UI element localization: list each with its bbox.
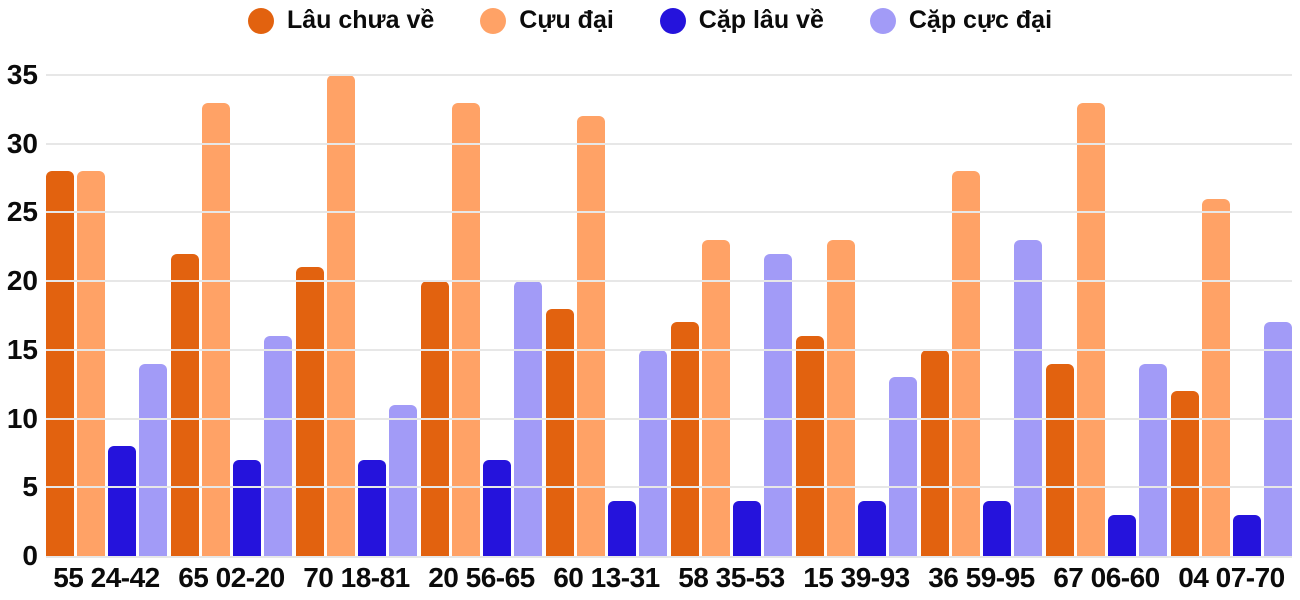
x-tick-label: 55 24-42 (53, 562, 160, 593)
x-tick-label: 36 59-95 (928, 562, 1035, 593)
bar-group (1171, 75, 1292, 556)
bar[interactable] (983, 501, 1011, 556)
chart-legend: Lâu chưa về Cựu đại Cặp lâu về Cặp cực đại (0, 6, 1300, 35)
legend-label: Cựu đại (519, 6, 614, 34)
bar-group (421, 75, 542, 556)
legend-dot-icon (247, 7, 274, 34)
bar[interactable] (296, 267, 324, 556)
bar[interactable] (827, 239, 855, 556)
bar[interactable] (608, 501, 636, 556)
y-tick-label: 10 (6, 402, 38, 434)
bar[interactable] (1077, 102, 1105, 556)
bar[interactable] (577, 116, 605, 556)
legend-label: Cặp lâu về (698, 6, 824, 34)
bar[interactable] (389, 404, 417, 556)
gridline (46, 417, 1292, 420)
bar-group (796, 75, 917, 556)
y-tick-label: 25 (6, 196, 38, 228)
legend-dot-icon (869, 7, 896, 34)
bar[interactable] (639, 349, 667, 556)
x-tick-label: 15 39-93 (803, 562, 910, 593)
bar[interactable] (108, 446, 136, 556)
bar[interactable] (1014, 239, 1042, 556)
y-tick-label: 30 (6, 127, 38, 159)
x-tick-label: 65 02-20 (178, 562, 285, 593)
bar[interactable] (796, 336, 824, 556)
bar[interactable] (171, 253, 199, 556)
gridline (46, 348, 1292, 351)
x-axis: 55 24-42 65 02-20 70 18-81 20 56-65 60 13-31… (46, 562, 1292, 594)
gridline (46, 280, 1292, 283)
bar[interactable] (764, 253, 792, 556)
bar-group (546, 75, 667, 556)
bar[interactable] (1233, 514, 1261, 556)
bar[interactable] (952, 171, 980, 556)
bar-group (46, 75, 167, 556)
bar-group (921, 75, 1042, 556)
bar[interactable] (327, 75, 355, 556)
bar-group (296, 75, 417, 556)
y-axis: 0 5 10 15 20 25 30 35 (0, 61, 38, 570)
bar[interactable] (452, 102, 480, 556)
y-tick-label: 15 (6, 333, 38, 365)
legend-label: Lâu chưa về (286, 6, 435, 34)
legend-item-2[interactable]: Cựu đại (480, 6, 614, 35)
bar[interactable] (889, 377, 917, 556)
x-tick-label: 70 18-81 (303, 562, 410, 593)
y-tick-label: 20 (6, 265, 38, 297)
legend-dot-icon (659, 7, 686, 34)
gridline (46, 211, 1292, 214)
gridline (46, 556, 1292, 558)
bar[interactable] (358, 459, 386, 556)
bar[interactable] (1046, 363, 1074, 556)
bar-groups (46, 75, 1292, 556)
bar[interactable] (1139, 363, 1167, 556)
x-tick-label: 20 56-65 (428, 562, 535, 593)
bar[interactable] (77, 171, 105, 556)
x-tick-label: 67 06-60 (1053, 562, 1160, 593)
legend-label: Cặp cực đại (908, 6, 1053, 34)
bar[interactable] (202, 102, 230, 556)
bar-group (171, 75, 292, 556)
x-tick-label: 60 13-31 (553, 562, 660, 593)
bar-group (671, 75, 792, 556)
gridline (46, 74, 1292, 76)
legend-item-1[interactable]: Lâu chưa về (247, 6, 435, 35)
legend-dot-icon (480, 7, 507, 34)
plot-area (46, 74, 1292, 558)
bar-group (1046, 75, 1167, 556)
bar[interactable] (702, 239, 730, 556)
bar[interactable] (921, 349, 949, 556)
bar[interactable] (858, 501, 886, 556)
y-tick-label: 35 (6, 59, 38, 90)
bar[interactable] (264, 336, 292, 556)
bar[interactable] (1171, 391, 1199, 556)
bar[interactable] (733, 501, 761, 556)
gridline (46, 142, 1292, 145)
bar[interactable] (139, 363, 167, 556)
bar[interactable] (546, 308, 574, 556)
legend-item-3[interactable]: Cặp lâu về (659, 6, 824, 35)
bar[interactable] (1264, 322, 1292, 556)
legend-item-4[interactable]: Cặp cực đại (869, 6, 1053, 35)
bar[interactable] (46, 171, 74, 556)
bar[interactable] (1202, 198, 1230, 556)
y-tick-label: 0 (22, 540, 38, 571)
gridline (46, 486, 1292, 489)
y-tick-label: 5 (22, 471, 38, 503)
bar[interactable] (483, 459, 511, 556)
x-tick-label: 58 35-53 (678, 562, 785, 593)
bar[interactable] (1108, 514, 1136, 556)
x-tick-label: 04 07-70 (1178, 562, 1285, 593)
bar[interactable] (233, 459, 261, 556)
bar[interactable] (671, 322, 699, 556)
